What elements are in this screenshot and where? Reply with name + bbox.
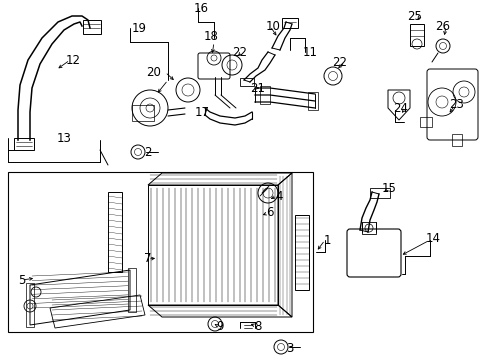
Text: 3: 3 (286, 342, 293, 355)
Text: 13: 13 (57, 131, 71, 144)
Text: 21: 21 (250, 81, 265, 94)
Text: 15: 15 (381, 183, 396, 195)
Text: 1: 1 (323, 234, 330, 247)
Bar (8, 172, 312, 332)
Bar (294, 215, 308, 290)
Text: 24: 24 (393, 103, 407, 116)
Text: 17: 17 (194, 105, 209, 118)
Text: 19: 19 (131, 22, 146, 35)
Text: 4: 4 (275, 189, 282, 202)
Bar (148, 185, 278, 305)
Bar (14, 138, 34, 150)
Text: 2: 2 (144, 145, 151, 158)
Bar (240, 78, 253, 86)
Text: 20: 20 (146, 66, 161, 78)
Bar (409, 24, 423, 46)
Bar (108, 192, 122, 272)
Text: 16: 16 (193, 1, 208, 14)
Bar (282, 18, 297, 28)
Text: 14: 14 (425, 233, 440, 246)
Bar (128, 268, 136, 312)
Text: 5: 5 (18, 274, 26, 287)
Bar (132, 105, 154, 121)
Text: 25: 25 (407, 9, 422, 22)
Text: 22: 22 (232, 45, 247, 58)
Text: 23: 23 (448, 99, 464, 112)
Text: 7: 7 (144, 252, 151, 266)
Bar (83, 20, 101, 34)
Bar (419, 117, 431, 127)
Text: 9: 9 (216, 320, 224, 333)
Text: 26: 26 (435, 19, 449, 32)
Bar (260, 86, 269, 104)
Text: 6: 6 (265, 207, 273, 220)
Bar (369, 188, 389, 198)
Text: 12: 12 (65, 54, 81, 67)
Text: 18: 18 (203, 30, 218, 42)
Bar (26, 283, 34, 327)
Text: 22: 22 (332, 55, 347, 68)
Text: 11: 11 (302, 45, 317, 58)
Text: 10: 10 (265, 19, 280, 32)
Bar (451, 134, 461, 146)
Bar (307, 92, 317, 110)
Bar (361, 222, 375, 234)
Text: 8: 8 (254, 320, 261, 333)
